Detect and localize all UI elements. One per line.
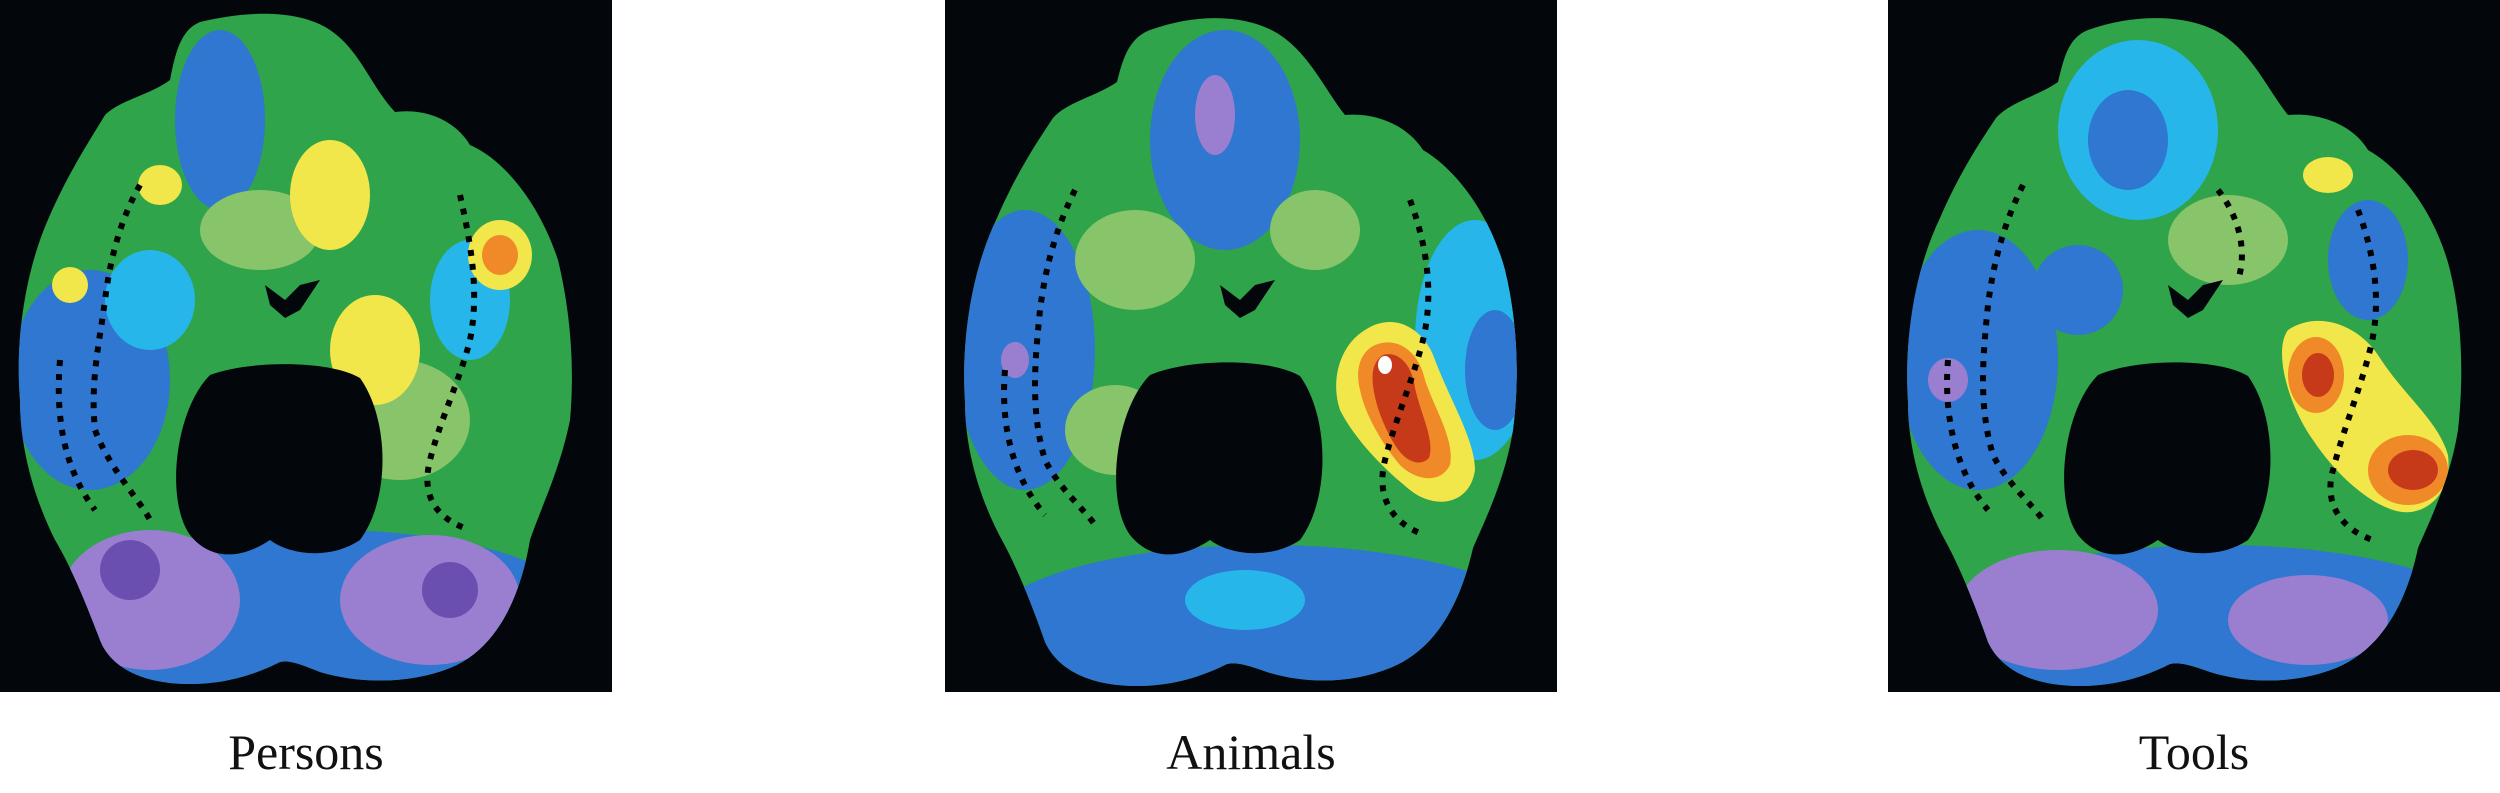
brain-slice-tools xyxy=(1888,0,2500,692)
brain-scan-tools xyxy=(1888,0,2500,692)
caption-animals: Animals xyxy=(1166,724,1336,780)
brain-slice-animals xyxy=(945,0,1557,692)
brain-scan-animals xyxy=(945,0,1557,692)
brain-scan-persons xyxy=(0,0,612,692)
caption-tools: Tools xyxy=(2138,724,2250,780)
caption-persons: Persons xyxy=(228,724,384,780)
brain-slice-persons xyxy=(0,0,612,692)
